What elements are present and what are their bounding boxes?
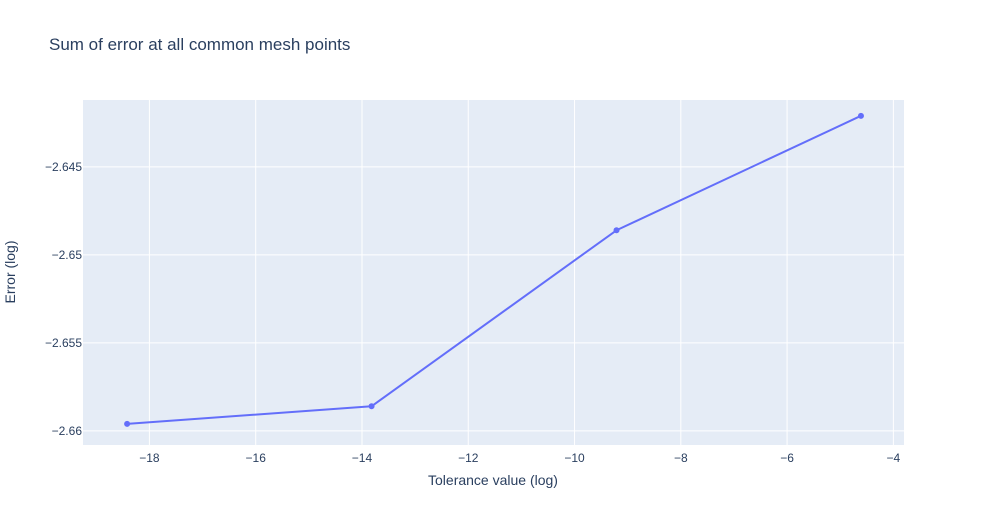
- y-tick-label: −2.65: [52, 248, 83, 262]
- x-tick-label: −6: [780, 451, 794, 465]
- x-axis-label: Tolerance value (log): [428, 472, 558, 488]
- tick-labels: −18 −16 −14 −12 −10 −8 −6 −4 −2.66 −2.655 −2.65 −2.…: [45, 160, 901, 465]
- x-tick-label: −16: [246, 451, 267, 465]
- x-tick-label: −12: [458, 451, 479, 465]
- data-point[interactable]: [124, 420, 131, 427]
- chart-title: Sum of error at all common mesh points: [49, 35, 350, 54]
- y-axis-label: Error (log): [2, 240, 18, 303]
- plot-area: [83, 100, 904, 445]
- data-point[interactable]: [613, 227, 620, 234]
- y-tick-label: −2.66: [52, 424, 83, 438]
- series-line: [127, 114, 862, 425]
- x-tick-label: −4: [887, 451, 901, 465]
- x-tick-label: −8: [674, 451, 688, 465]
- x-tick-label: −10: [564, 451, 585, 465]
- series-layer: [124, 112, 864, 427]
- data-point[interactable]: [857, 112, 864, 119]
- data-point[interactable]: [368, 403, 375, 410]
- grid-lines: [83, 100, 904, 445]
- y-tick-label: −2.645: [45, 160, 82, 174]
- x-tick-label: −14: [352, 451, 373, 465]
- y-tick-label: −2.655: [45, 336, 82, 350]
- x-tick-label: −18: [139, 451, 160, 465]
